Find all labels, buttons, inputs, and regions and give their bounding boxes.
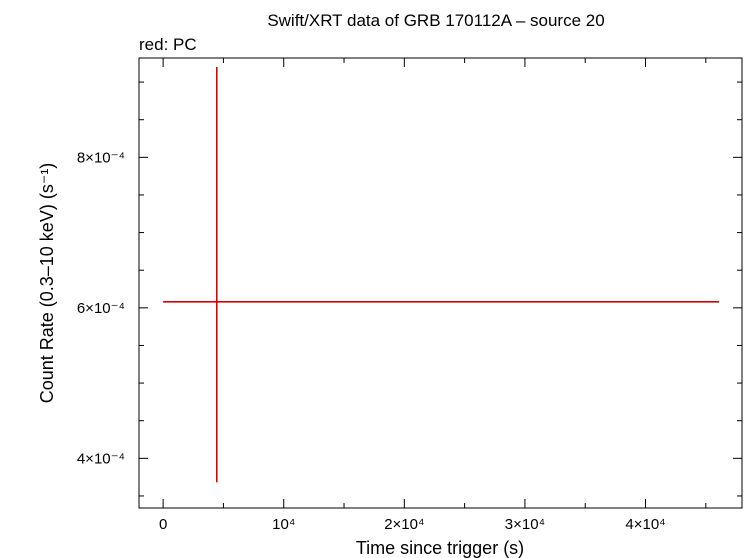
x-tick-label: 2×10⁴ bbox=[384, 516, 424, 533]
x-tick-label: 4×10⁴ bbox=[625, 516, 665, 533]
chart-subtitle: red: PC bbox=[139, 35, 197, 54]
x-tick-label: 10⁴ bbox=[272, 516, 295, 533]
x-tick-label: 0 bbox=[159, 516, 167, 533]
chart-title: Swift/XRT data of GRB 170112A – source 2… bbox=[267, 11, 604, 30]
plot-frame bbox=[138, 57, 743, 509]
x-tick-label: 3×10⁴ bbox=[505, 516, 545, 533]
axes: 0 10⁴ 2×10⁴ 3×10⁴ 4×10⁴ 4×10⁻⁴ 6×10⁻⁴ 8×10⁻⁴ bbox=[77, 58, 742, 533]
y-axis-label: Count Rate (0.3–10 keV) (s⁻¹) bbox=[37, 163, 57, 404]
data-layer bbox=[163, 67, 720, 483]
y-tick-label: 6×10⁻⁴ bbox=[77, 300, 125, 317]
y-tick-label: 4×10⁻⁴ bbox=[77, 450, 125, 467]
y-tick-label: 8×10⁻⁴ bbox=[77, 149, 125, 166]
x-axis-label: Time since trigger (s) bbox=[356, 538, 524, 558]
